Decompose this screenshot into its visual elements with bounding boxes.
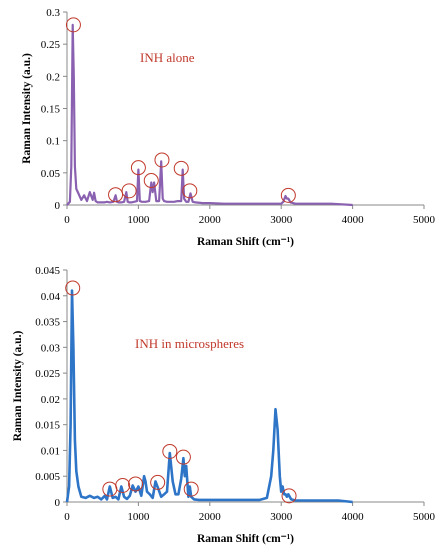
peak-marker [162,443,178,459]
spectrum-line [66,23,353,207]
y-tick-label: 0.15 [41,104,61,116]
peak-marker [121,183,137,199]
series-annotation: INH alone [140,50,195,65]
y-tick-label: 0.01 [41,445,60,457]
peak-marker [143,173,159,189]
peak-marker [130,160,146,176]
y-tick-label: 0.3 [46,7,60,19]
chart-inh-in-microspheres: 0 0.005 0.01 0.015 0.02 0.025 0.03 0.035 0.04 0.0… [12,265,436,545]
x-tick-label: 3000 [270,511,293,523]
chart-inh-alone: 0 0.05 0.1 0.15 0.2 0.25 0.3 0 1000 2000 3000 4000 5… [21,7,436,248]
y-tick-label: 0 [55,497,61,509]
x-tick-label: 4000 [342,214,365,226]
peak-marker [150,474,166,490]
peak-marker [183,481,199,497]
peak-marker [128,476,144,492]
y-tick-label: 0.2 [46,71,60,83]
x-tick-label: 1000 [127,511,150,523]
y-tick-label: 0.035 [35,317,60,329]
y-tick-label: 0.03 [41,342,61,354]
y-tick-label: 0.1 [46,136,60,148]
peak-marker [115,478,131,494]
peak-marker [154,152,170,168]
y-axis-title: Raman Intensity (a.u.) [12,331,24,442]
peak-marker [65,280,81,296]
peak-marker [175,449,191,465]
y-tick-label: 0.05 [41,168,61,180]
x-tick-label: 2000 [199,511,222,523]
y-tick-label: 0.015 [35,420,60,432]
peak-marker [280,187,296,203]
x-tick-label: 0 [64,511,70,523]
y-tick-label: 0.045 [35,265,60,277]
y-tick-label: 0.005 [35,471,60,483]
spectrum-line [65,289,353,504]
y-tick-label: 0.025 [35,368,60,380]
peak-marker [65,17,81,33]
x-tick-label: 5000 [413,511,436,523]
y-axis-title: Raman Intensity (a.u.) [21,53,33,164]
x-tick-label: 2000 [199,214,222,226]
peak-marker [173,160,189,176]
x-tick-label: 0 [64,214,70,226]
peak-marker [108,187,124,203]
x-tick-label: 1000 [127,214,150,226]
y-tick-label: 0.02 [41,394,60,406]
x-tick-label: 5000 [413,214,436,226]
x-tick-label: 3000 [270,214,293,226]
peak-marker [281,488,297,504]
x-axis-title: Raman Shift (cm⁻¹) [197,533,294,545]
x-axis-title: Raman Shift (cm⁻¹) [197,236,294,248]
x-tick-label: 4000 [342,511,365,523]
y-tick-label: 0 [55,200,61,212]
y-tick-label: 0.04 [41,291,61,303]
peak-marker [182,183,198,199]
series-annotation: INH in microspheres [135,336,244,351]
y-tick-label: 0.25 [41,39,61,51]
